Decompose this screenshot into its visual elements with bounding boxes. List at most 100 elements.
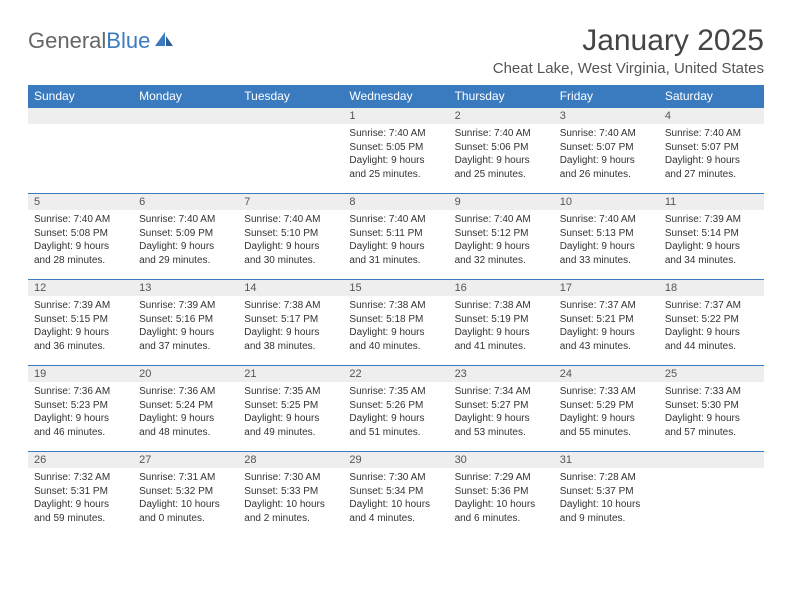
day-number xyxy=(133,107,238,124)
day-cell: 2Sunrise: 7:40 AMSunset: 5:06 PMDaylight… xyxy=(449,107,554,193)
day-number: 1 xyxy=(343,107,448,124)
day-number: 4 xyxy=(659,107,764,124)
day-text: Sunrise: 7:40 AMSunset: 5:06 PMDaylight:… xyxy=(449,124,554,185)
day-cell: 27Sunrise: 7:31 AMSunset: 5:32 PMDayligh… xyxy=(133,451,238,537)
day-cell: 13Sunrise: 7:39 AMSunset: 5:16 PMDayligh… xyxy=(133,279,238,365)
day-cell: 17Sunrise: 7:37 AMSunset: 5:21 PMDayligh… xyxy=(554,279,659,365)
day-number: 2 xyxy=(449,107,554,124)
day-text: Sunrise: 7:36 AMSunset: 5:24 PMDaylight:… xyxy=(133,382,238,443)
day-text: Sunrise: 7:40 AMSunset: 5:07 PMDaylight:… xyxy=(554,124,659,185)
day-text: Sunrise: 7:28 AMSunset: 5:37 PMDaylight:… xyxy=(554,468,659,529)
day-cell: 8Sunrise: 7:40 AMSunset: 5:11 PMDaylight… xyxy=(343,193,448,279)
day-number: 23 xyxy=(449,365,554,382)
day-text: Sunrise: 7:30 AMSunset: 5:34 PMDaylight:… xyxy=(343,468,448,529)
day-number: 19 xyxy=(28,365,133,382)
day-number: 10 xyxy=(554,193,659,210)
day-text: Sunrise: 7:37 AMSunset: 5:21 PMDaylight:… xyxy=(554,296,659,357)
day-text: Sunrise: 7:29 AMSunset: 5:36 PMDaylight:… xyxy=(449,468,554,529)
day-text: Sunrise: 7:39 AMSunset: 5:15 PMDaylight:… xyxy=(28,296,133,357)
day-number: 14 xyxy=(238,279,343,296)
day-text: Sunrise: 7:40 AMSunset: 5:13 PMDaylight:… xyxy=(554,210,659,271)
day-cell: 5Sunrise: 7:40 AMSunset: 5:08 PMDaylight… xyxy=(28,193,133,279)
day-cell: 11Sunrise: 7:39 AMSunset: 5:14 PMDayligh… xyxy=(659,193,764,279)
day-cell: 6Sunrise: 7:40 AMSunset: 5:09 PMDaylight… xyxy=(133,193,238,279)
day-cell: 14Sunrise: 7:38 AMSunset: 5:17 PMDayligh… xyxy=(238,279,343,365)
day-cell: 31Sunrise: 7:28 AMSunset: 5:37 PMDayligh… xyxy=(554,451,659,537)
day-text: Sunrise: 7:35 AMSunset: 5:25 PMDaylight:… xyxy=(238,382,343,443)
day-number: 25 xyxy=(659,365,764,382)
day-cell: 23Sunrise: 7:34 AMSunset: 5:27 PMDayligh… xyxy=(449,365,554,451)
day-header: Sunday xyxy=(28,85,133,107)
day-cell: 30Sunrise: 7:29 AMSunset: 5:36 PMDayligh… xyxy=(449,451,554,537)
day-text: Sunrise: 7:40 AMSunset: 5:07 PMDaylight:… xyxy=(659,124,764,185)
day-number: 28 xyxy=(238,451,343,468)
day-text: Sunrise: 7:35 AMSunset: 5:26 PMDaylight:… xyxy=(343,382,448,443)
day-number: 29 xyxy=(343,451,448,468)
calendar-body: 1Sunrise: 7:40 AMSunset: 5:05 PMDaylight… xyxy=(28,107,764,537)
day-cell: 3Sunrise: 7:40 AMSunset: 5:07 PMDaylight… xyxy=(554,107,659,193)
day-text: Sunrise: 7:40 AMSunset: 5:09 PMDaylight:… xyxy=(133,210,238,271)
day-cell xyxy=(659,451,764,537)
day-number: 9 xyxy=(449,193,554,210)
day-number: 6 xyxy=(133,193,238,210)
day-cell xyxy=(238,107,343,193)
month-title: January 2025 xyxy=(493,24,764,58)
day-text: Sunrise: 7:32 AMSunset: 5:31 PMDaylight:… xyxy=(28,468,133,529)
brand-part1: General xyxy=(28,28,106,54)
day-cell: 7Sunrise: 7:40 AMSunset: 5:10 PMDaylight… xyxy=(238,193,343,279)
day-number: 15 xyxy=(343,279,448,296)
day-cell xyxy=(133,107,238,193)
day-text: Sunrise: 7:38 AMSunset: 5:19 PMDaylight:… xyxy=(449,296,554,357)
day-number xyxy=(659,451,764,468)
day-text: Sunrise: 7:37 AMSunset: 5:22 PMDaylight:… xyxy=(659,296,764,357)
week-row: 5Sunrise: 7:40 AMSunset: 5:08 PMDaylight… xyxy=(28,193,764,279)
brand-part2: Blue xyxy=(106,28,150,54)
day-cell xyxy=(28,107,133,193)
week-row: 19Sunrise: 7:36 AMSunset: 5:23 PMDayligh… xyxy=(28,365,764,451)
day-number: 11 xyxy=(659,193,764,210)
day-number: 27 xyxy=(133,451,238,468)
day-cell: 9Sunrise: 7:40 AMSunset: 5:12 PMDaylight… xyxy=(449,193,554,279)
day-cell: 19Sunrise: 7:36 AMSunset: 5:23 PMDayligh… xyxy=(28,365,133,451)
day-number: 13 xyxy=(133,279,238,296)
day-number: 24 xyxy=(554,365,659,382)
day-number: 7 xyxy=(238,193,343,210)
day-number xyxy=(28,107,133,124)
day-text: Sunrise: 7:36 AMSunset: 5:23 PMDaylight:… xyxy=(28,382,133,443)
day-number: 3 xyxy=(554,107,659,124)
day-header: Friday xyxy=(554,85,659,107)
day-cell: 29Sunrise: 7:30 AMSunset: 5:34 PMDayligh… xyxy=(343,451,448,537)
calendar-page: GeneralBlue January 2025 Cheat Lake, Wes… xyxy=(0,0,792,549)
day-cell: 25Sunrise: 7:33 AMSunset: 5:30 PMDayligh… xyxy=(659,365,764,451)
day-text: Sunrise: 7:33 AMSunset: 5:29 PMDaylight:… xyxy=(554,382,659,443)
day-number: 21 xyxy=(238,365,343,382)
day-text: Sunrise: 7:38 AMSunset: 5:18 PMDaylight:… xyxy=(343,296,448,357)
day-header: Saturday xyxy=(659,85,764,107)
calendar-header-row: SundayMondayTuesdayWednesdayThursdayFrid… xyxy=(28,85,764,107)
day-header: Wednesday xyxy=(343,85,448,107)
day-cell: 4Sunrise: 7:40 AMSunset: 5:07 PMDaylight… xyxy=(659,107,764,193)
day-cell: 16Sunrise: 7:38 AMSunset: 5:19 PMDayligh… xyxy=(449,279,554,365)
day-number: 26 xyxy=(28,451,133,468)
day-number xyxy=(238,107,343,124)
day-text: Sunrise: 7:39 AMSunset: 5:14 PMDaylight:… xyxy=(659,210,764,271)
day-text: Sunrise: 7:30 AMSunset: 5:33 PMDaylight:… xyxy=(238,468,343,529)
day-number: 31 xyxy=(554,451,659,468)
day-cell: 21Sunrise: 7:35 AMSunset: 5:25 PMDayligh… xyxy=(238,365,343,451)
day-number: 5 xyxy=(28,193,133,210)
day-cell: 24Sunrise: 7:33 AMSunset: 5:29 PMDayligh… xyxy=(554,365,659,451)
day-number: 17 xyxy=(554,279,659,296)
header: GeneralBlue January 2025 Cheat Lake, Wes… xyxy=(28,24,764,77)
day-text: Sunrise: 7:33 AMSunset: 5:30 PMDaylight:… xyxy=(659,382,764,443)
day-text: Sunrise: 7:40 AMSunset: 5:10 PMDaylight:… xyxy=(238,210,343,271)
brand-logo: GeneralBlue xyxy=(28,24,175,54)
day-number: 30 xyxy=(449,451,554,468)
day-text: Sunrise: 7:40 AMSunset: 5:12 PMDaylight:… xyxy=(449,210,554,271)
title-block: January 2025 Cheat Lake, West Virginia, … xyxy=(493,24,764,77)
day-text: Sunrise: 7:39 AMSunset: 5:16 PMDaylight:… xyxy=(133,296,238,357)
sail-icon xyxy=(153,28,175,54)
day-header: Monday xyxy=(133,85,238,107)
day-number: 20 xyxy=(133,365,238,382)
location: Cheat Lake, West Virginia, United States xyxy=(493,60,764,77)
day-cell: 12Sunrise: 7:39 AMSunset: 5:15 PMDayligh… xyxy=(28,279,133,365)
